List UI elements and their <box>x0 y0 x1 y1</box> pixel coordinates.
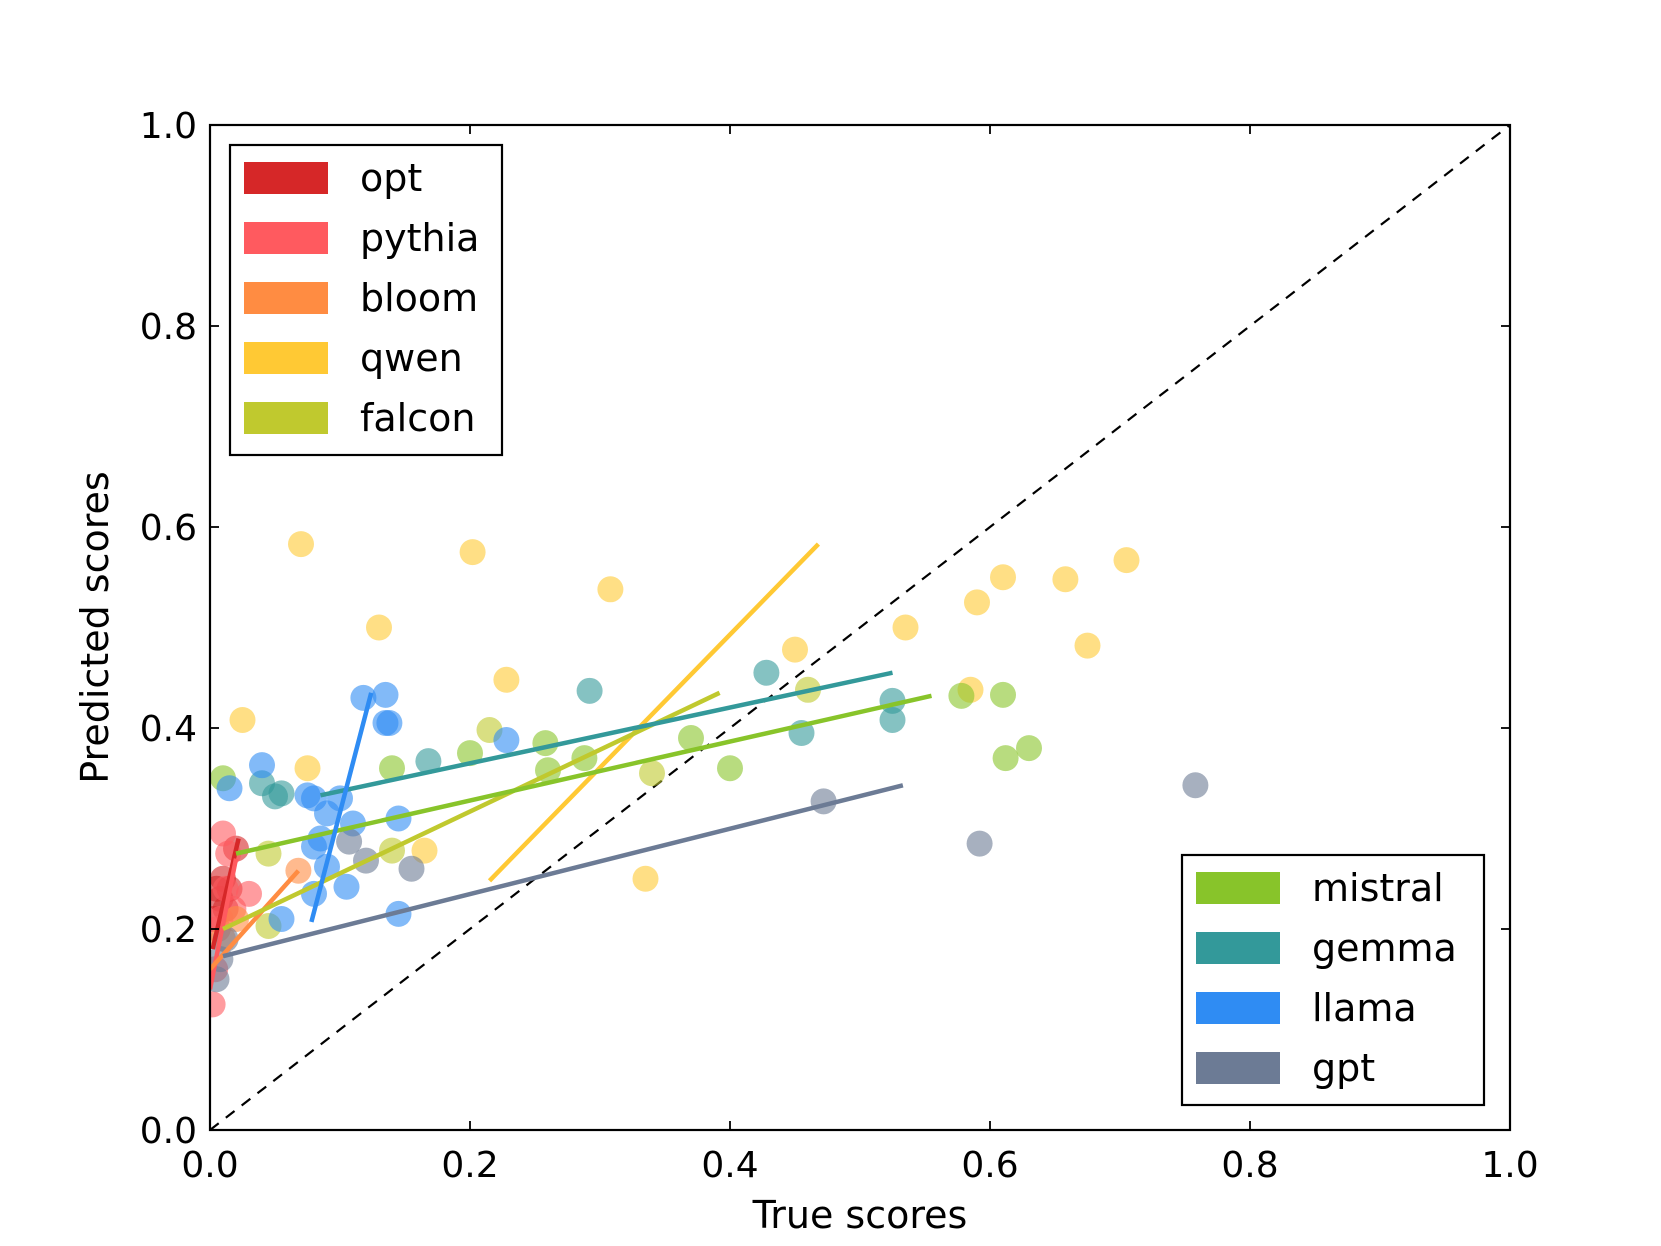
series-llama-points <box>216 681 520 932</box>
data-point-gpt <box>398 855 425 882</box>
data-point-mistral <box>992 745 1019 772</box>
data-point-llama <box>372 681 399 708</box>
data-point-mistral <box>717 755 743 782</box>
data-point-mistral <box>379 755 405 782</box>
x-tick-label: 0.4 <box>701 1145 758 1186</box>
data-point-llama <box>216 775 243 802</box>
data-point-llama <box>268 905 295 932</box>
data-point-qwen <box>1113 547 1140 574</box>
y-tick-label: 0.2 <box>140 910 197 951</box>
fit-line-gpt <box>222 783 904 959</box>
data-point-gemma <box>262 783 288 810</box>
data-point-gemma <box>576 677 603 704</box>
y-tick-label: 1.0 <box>140 106 197 147</box>
data-point-qwen <box>990 564 1016 591</box>
data-point-gemma <box>415 748 442 775</box>
legend-label-qwen: qwen <box>360 336 463 380</box>
legend-label-mistral: mistral <box>1312 866 1444 910</box>
data-point-llama <box>376 709 403 736</box>
data-point-qwen <box>459 539 486 566</box>
fit-line-opt <box>210 838 241 950</box>
data-point-gemma <box>753 659 780 686</box>
series-qwen-points <box>229 531 1140 892</box>
data-point-qwen <box>411 837 438 864</box>
legend-label-gemma: gemma <box>1312 926 1457 970</box>
legend-label-opt: opt <box>360 156 422 200</box>
data-point-qwen <box>1074 632 1101 659</box>
data-point-llama <box>493 727 520 754</box>
legend-swatch-qwen <box>244 342 328 374</box>
data-point-pythia <box>210 820 236 847</box>
fit-line-llama <box>309 692 374 923</box>
data-point-falcon <box>639 760 665 787</box>
legend-label-bloom: bloom <box>360 276 478 320</box>
y-tick-label: 0.8 <box>140 307 197 348</box>
data-point-gpt <box>336 828 363 855</box>
legend-bottom-right: mistral gemma llama gpt <box>1180 853 1486 1107</box>
x-tick-label: 0.2 <box>441 1145 498 1186</box>
data-point-gemma <box>879 706 906 733</box>
data-point-mistral <box>678 725 704 752</box>
data-point-gpt <box>966 830 993 857</box>
data-point-qwen <box>288 531 314 558</box>
data-point-qwen <box>597 576 624 603</box>
data-point-mistral <box>948 682 975 709</box>
y-tick-label: 0.6 <box>140 508 197 549</box>
legend-swatch-gemma <box>1196 932 1280 964</box>
x-tick-label: 0.0 <box>181 1145 238 1186</box>
fit-line-gemma <box>320 670 893 798</box>
data-point-llama <box>350 684 377 711</box>
fit-line-bloom <box>210 869 301 971</box>
fit-line-falcon <box>222 690 721 932</box>
axes-frame <box>208 123 1512 1132</box>
data-point-gpt <box>1182 772 1209 799</box>
x-axis-label: True scores <box>752 1193 968 1237</box>
legend-label-pythia: pythia <box>360 216 479 260</box>
data-point-mistral <box>990 681 1016 708</box>
legend-label-llama: llama <box>1312 986 1417 1030</box>
legend-swatch-gpt <box>1196 1052 1280 1084</box>
data-point-qwen <box>782 636 808 663</box>
y-tick-label: 0.4 <box>140 709 197 750</box>
data-point-pythia <box>210 991 226 1018</box>
data-point-qwen <box>892 614 919 641</box>
data-point-qwen <box>493 666 520 693</box>
data-point-qwen <box>294 755 321 782</box>
series-gemma-points <box>249 659 906 810</box>
legend-swatch-pythia <box>244 222 328 254</box>
legend-label-falcon: falcon <box>360 396 475 440</box>
legend-label-gpt: gpt <box>1312 1046 1375 1090</box>
series-mistral-points <box>210 681 1042 792</box>
legend-swatch-mistral <box>1196 872 1280 904</box>
data-point-qwen <box>632 865 659 892</box>
plot-area <box>210 125 1510 1130</box>
y-tick-label: 0.0 <box>140 1111 197 1152</box>
data-point-mistral <box>1016 735 1042 762</box>
y-axis-label: Predicted scores <box>73 471 117 783</box>
data-point-qwen <box>1052 566 1079 593</box>
x-tick-label: 0.6 <box>961 1145 1018 1186</box>
legend-swatch-opt <box>244 162 328 194</box>
x-tick-label: 1.0 <box>1481 1145 1538 1186</box>
legend-swatch-falcon <box>244 402 328 434</box>
legend-swatch-bloom <box>244 282 328 314</box>
diagonal-reference-line <box>210 125 1510 1130</box>
fit-line-mistral <box>235 693 932 856</box>
data-point-qwen <box>229 706 256 733</box>
data-point-llama <box>249 752 275 779</box>
x-tick-label: 0.8 <box>1221 1145 1278 1186</box>
legend-top-left: opt pythia bloom qwen falcon <box>228 143 504 457</box>
data-point-llama <box>333 873 360 900</box>
fit-line-qwen <box>487 542 821 883</box>
data-point-qwen <box>964 589 990 616</box>
data-point-qwen <box>366 614 392 641</box>
legend-swatch-llama <box>1196 992 1280 1024</box>
